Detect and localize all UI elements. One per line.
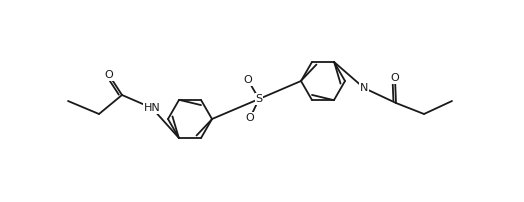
Text: S: S xyxy=(255,94,263,104)
Text: O: O xyxy=(244,75,253,85)
Text: O: O xyxy=(390,73,399,83)
Text: O: O xyxy=(246,113,254,123)
Text: N: N xyxy=(360,83,368,93)
Text: HN: HN xyxy=(144,103,160,113)
Text: O: O xyxy=(105,70,113,80)
